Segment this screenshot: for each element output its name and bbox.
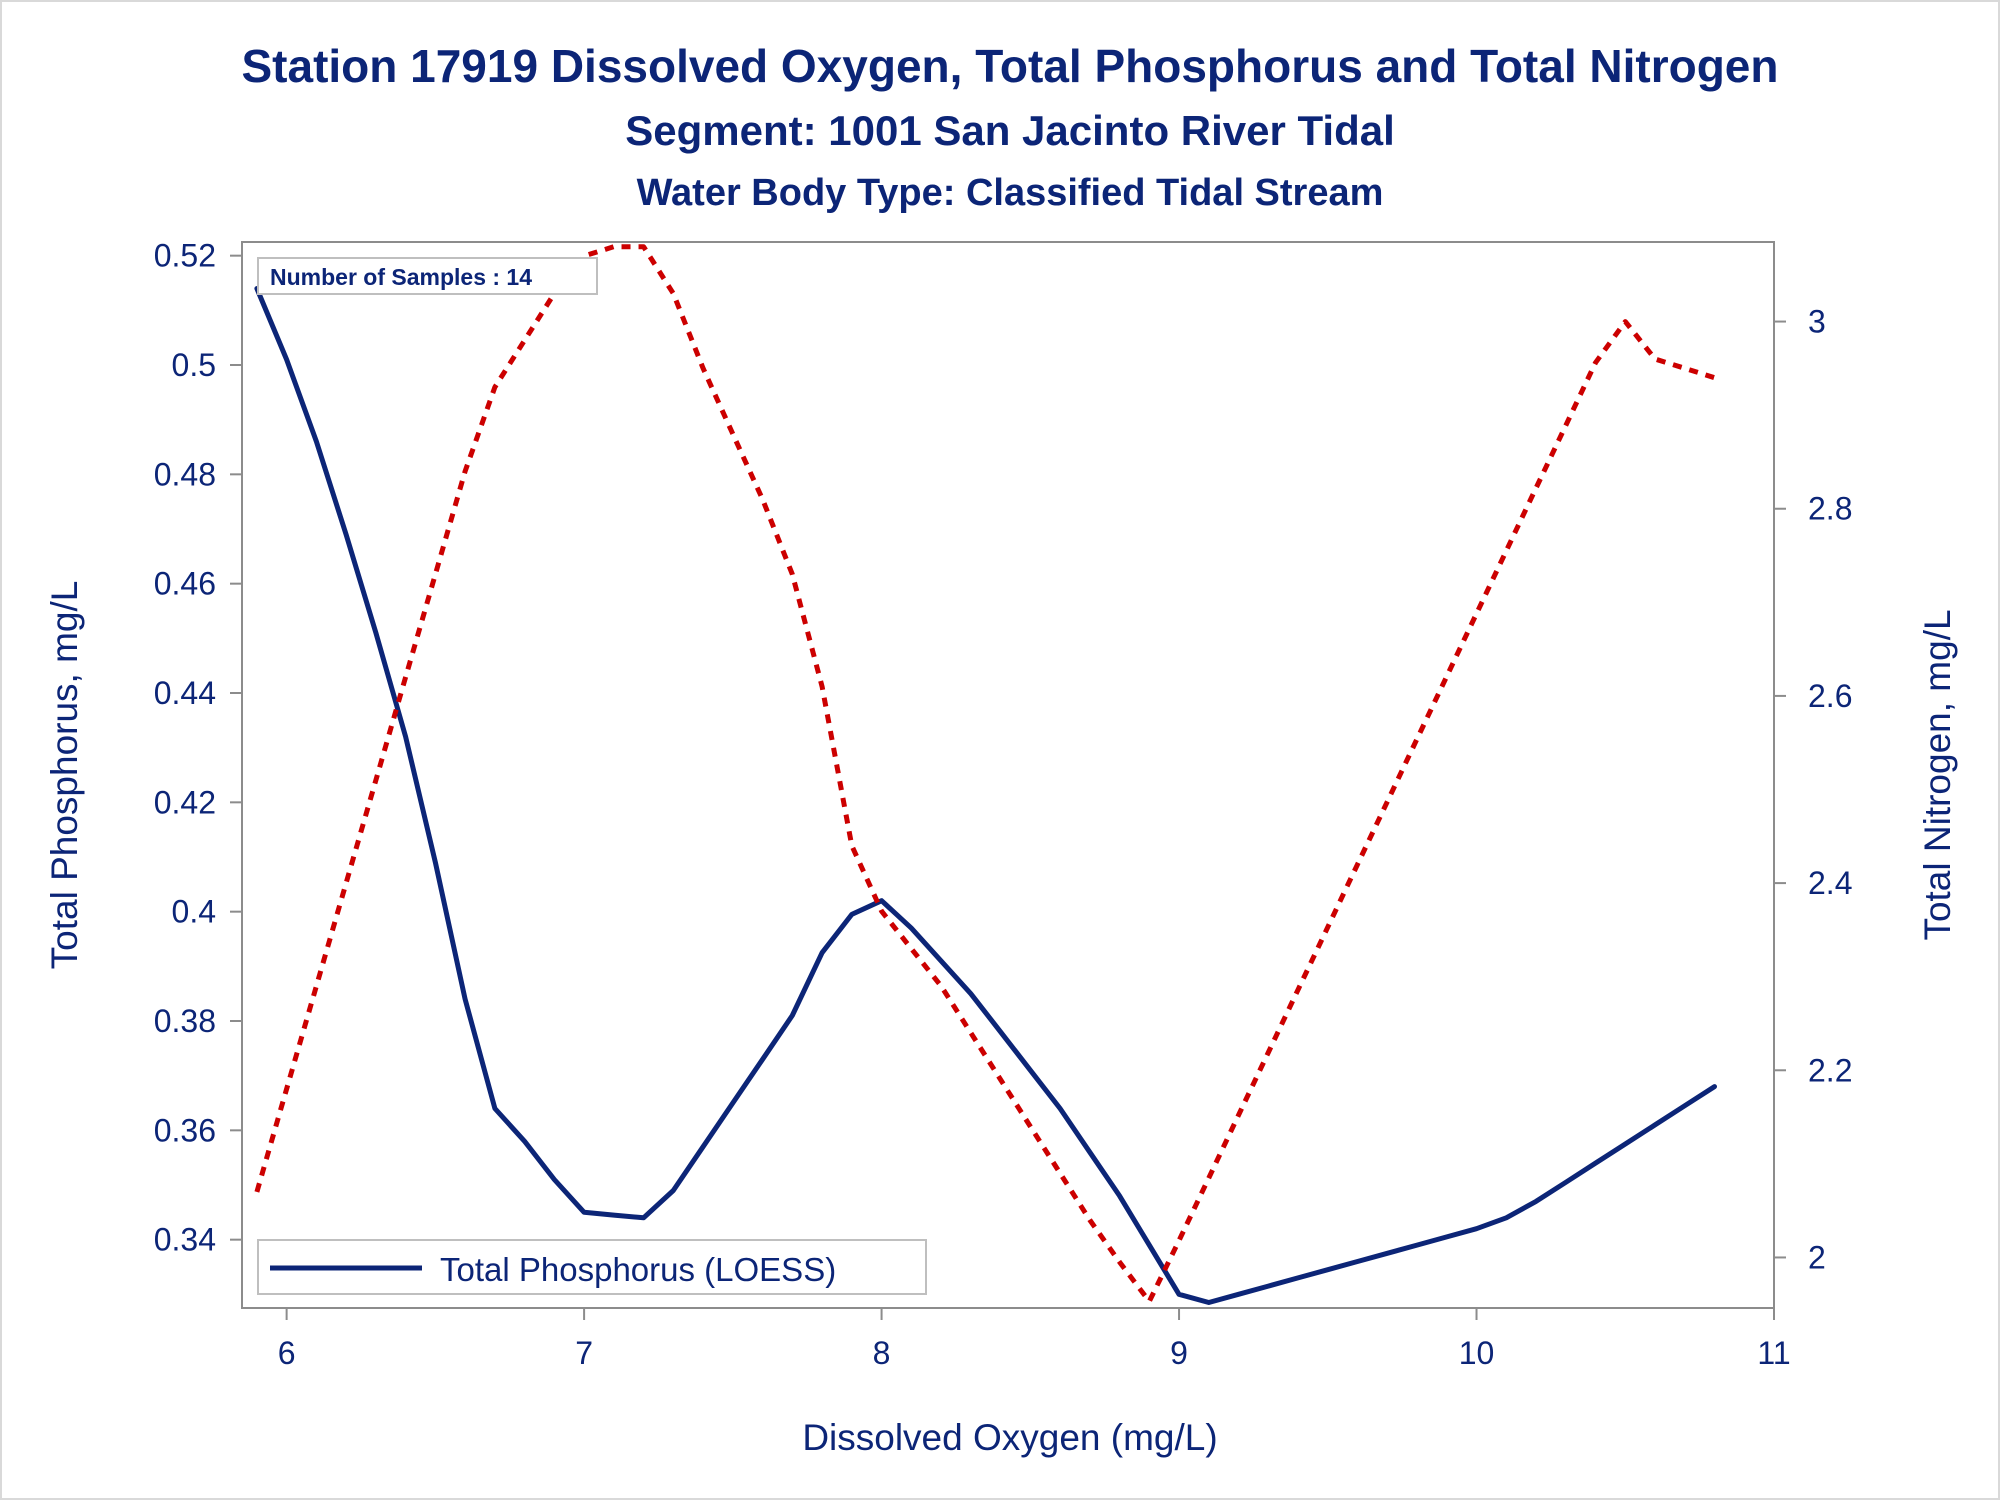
series-line-total-nitrogen (254, 244, 1716, 1304)
y-tick-label: 0.44 (154, 675, 216, 711)
y-axis-label-right: Total Nitrogen, mg/L (1917, 609, 1958, 940)
chart-subtitle: Segment: 1001 San Jacinto River Tidal (625, 107, 1395, 154)
y-tick-label: 0.42 (154, 784, 216, 820)
y-tick-label: 0.52 (154, 238, 216, 274)
sample-count-text: Number of Samples : 14 (270, 264, 532, 290)
y-tick-label: 0.4 (172, 894, 216, 930)
chart-title: Station 17919 Dissolved Oxygen, Total Ph… (241, 40, 1778, 92)
y-tick-label: 0.5 (172, 347, 216, 383)
y2-tick-label: 2.6 (1808, 678, 1852, 714)
y2-tick-label: 2.2 (1808, 1052, 1852, 1088)
sample-count-box (257, 257, 598, 295)
y-tick-label: 0.46 (154, 566, 216, 602)
y-axis-right: 2 2.2 2.4 2.6 2.8 3 (1774, 304, 1852, 1275)
y2-tick-label: 2.4 (1808, 865, 1852, 901)
y-axis-left: 0.34 0.36 0.38 0.4 0.42 0.44 0.46 0.48 0.5 0.52 (154, 238, 242, 1258)
chart-subtitle-2: Water Body Type: Classified Tidal Stream (637, 172, 1384, 214)
y-tick-label: 0.48 (154, 456, 216, 492)
x-axis-label: Dissolved Oxygen (mg/L) (802, 1417, 1217, 1458)
y-axis-label-left: Total Phosphorus, mg/L (44, 581, 85, 970)
y2-tick-label: 3 (1808, 304, 1826, 340)
x-axis: 6 7 8 9 10 11 (278, 1308, 1791, 1371)
x-tick-label: 11 (1757, 1335, 1790, 1371)
y2-tick-label: 2.8 (1808, 491, 1852, 527)
series-layer (254, 244, 1717, 1305)
y-tick-label: 0.38 (154, 1003, 216, 1039)
y-tick-label: 0.36 (154, 1112, 216, 1148)
x-tick-label: 10 (1459, 1335, 1495, 1371)
x-tick-label: 7 (575, 1335, 593, 1371)
series-line-total-phosphorus (254, 286, 1717, 1305)
y-tick-label: 0.34 (154, 1222, 216, 1258)
plot-area (241, 241, 1775, 1309)
y2-tick-label: 2 (1808, 1239, 1826, 1275)
x-tick-label: 8 (873, 1335, 891, 1371)
x-tick-label: 9 (1170, 1335, 1188, 1371)
legend-label-phosphorus: Total Phosphorus (LOESS) (440, 1251, 836, 1288)
x-tick-label: 6 (278, 1335, 296, 1371)
